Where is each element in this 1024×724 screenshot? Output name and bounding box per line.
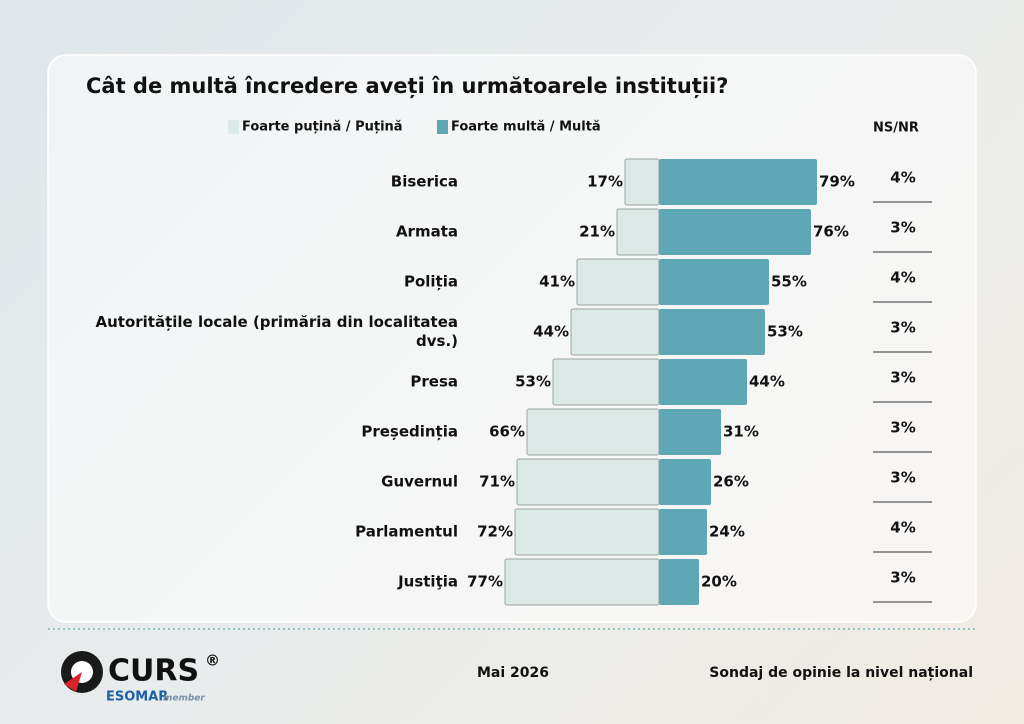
footer-date: Mai 2026 [477,665,549,681]
value-label: 72% [477,523,513,541]
category-label: Justiţia [398,572,458,591]
bar [659,359,747,405]
bar [659,509,707,555]
bar [659,459,711,505]
bar [576,258,660,306]
bar [514,508,660,556]
category-label: Poliția [403,272,458,291]
bar [570,308,660,356]
column-value: 3% [890,369,915,387]
value-label: 66% [489,423,525,441]
category-label: Autoritățile locale (primăria din locali… [95,313,459,350]
esomar: ESOMAR [106,690,168,705]
bar [659,159,817,205]
bar [659,259,769,305]
column-value: 3% [890,469,915,487]
value-label: 17% [587,173,623,191]
bar [526,408,660,456]
legend-swatch [437,120,448,134]
column-value: 4% [890,519,915,537]
category-label: Guvernul [381,472,458,491]
value-label: 44% [749,373,785,391]
value-label: 53% [767,323,803,341]
value-label: 31% [723,423,759,441]
value-label: 26% [713,473,749,491]
value-label: 20% [701,573,737,591]
category-label: Președinția [361,422,458,441]
column-value: 4% [890,269,915,287]
bar [659,559,699,605]
value-label: 79% [819,173,855,191]
bar [504,558,660,606]
logo-registered: ® [205,652,220,670]
category-label: Armata [395,222,458,241]
value-label: 44% [533,323,569,341]
column-value: 4% [890,169,915,187]
category-label: Parlamentul [355,522,458,541]
value-label: 76% [813,223,849,241]
chart-title: Cât de multă încredere aveți în următoar… [86,74,728,99]
category-label: Biserica [390,172,458,191]
value-label: 77% [467,573,503,591]
column-value: 3% [890,419,915,437]
value-label: 53% [515,373,551,391]
bar [659,209,811,255]
footer-note: Sondaj de opinie la nivel național [709,665,973,681]
bar [516,458,660,506]
column-value: 3% [890,319,915,337]
logo-icon [61,651,103,693]
value-label: 24% [709,523,745,541]
value-label: 21% [579,223,615,241]
legend-label: Foarte multă / Multă [451,120,601,135]
legend-label: Foarte puțină / Puțină [242,120,403,135]
logo-text: CURS [108,654,199,689]
bar [659,309,765,355]
bar [659,409,721,455]
column-value: 3% [890,569,915,587]
bar [624,158,660,206]
value-label: 55% [771,273,807,291]
value-label: 41% [539,273,575,291]
esomar-member: member [163,694,205,704]
column-header: NS/NR [873,121,919,136]
value-label: 71% [479,473,515,491]
bar [552,358,660,406]
column-value: 3% [890,219,915,237]
category-label: Presa [410,372,458,391]
legend-swatch [228,120,239,134]
bar [616,208,660,256]
